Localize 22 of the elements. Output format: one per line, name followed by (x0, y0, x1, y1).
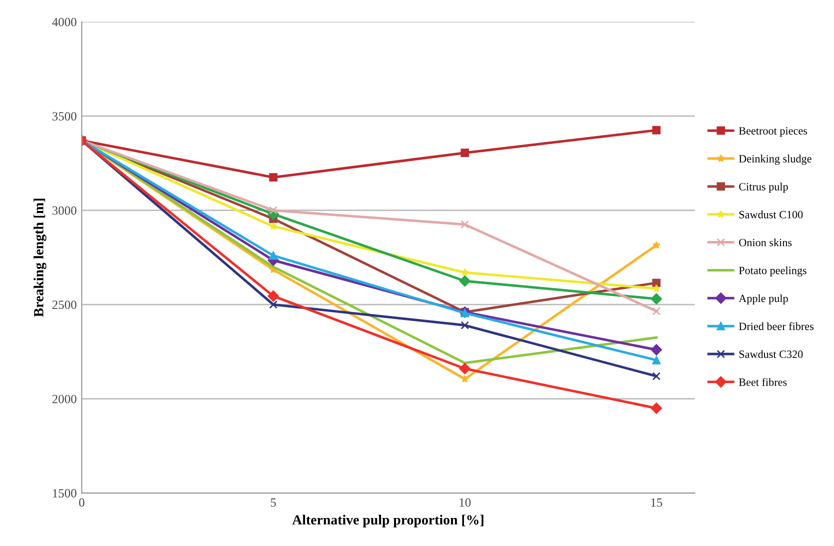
x-tick-label: 0 (79, 498, 84, 507)
legend-label: Sawdust C100 (739, 210, 803, 218)
legend-label: Dried beer fibres (738, 322, 814, 330)
y-tick-label: 3000 (52, 206, 76, 215)
y-tick-label: 4000 (52, 18, 76, 26)
legend-label: Deinking sludge (738, 154, 812, 165)
legend-label: Apple pulp (738, 294, 788, 304)
legend-label: Sawdust C320 (739, 350, 803, 358)
legend-label: Citrus pulp (739, 182, 788, 193)
y-tick-label: 3500 (52, 112, 76, 121)
x-axis-title: Alternative pulp proportion [%] (292, 514, 484, 528)
x-tick-label: 10 (460, 498, 471, 507)
y-tick-label: 2500 (52, 300, 76, 310)
legend-label: Beet fibres (738, 378, 787, 386)
legend-label: Beetroot pieces (738, 127, 808, 137)
legend-label: Potato peelings (738, 266, 806, 277)
legend-label: Onion skins (739, 238, 792, 246)
x-tick-label: 5 (270, 498, 276, 507)
y-tick-label: 1500 (52, 489, 76, 498)
y-tick-label: 2000 (52, 394, 76, 404)
y-axis-title: Breaking length [m] (34, 198, 46, 317)
x-tick-label: 15 (651, 498, 662, 507)
